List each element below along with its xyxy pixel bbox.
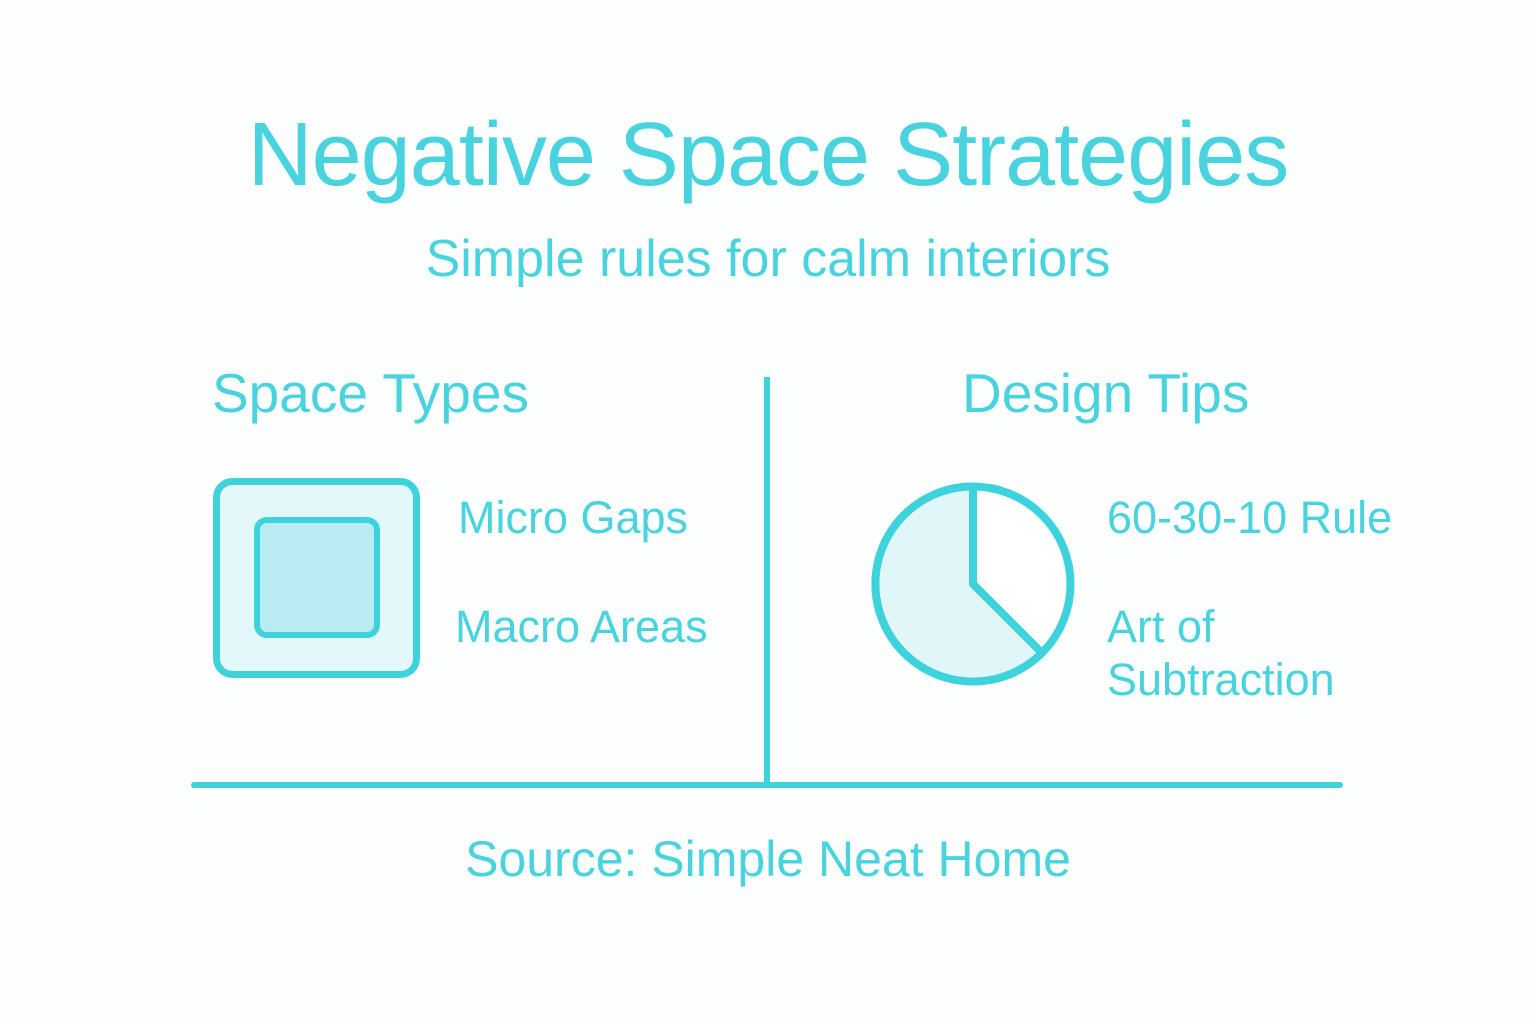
left-column-heading: Space Types [212,362,529,424]
footer-divider-line [191,782,1343,788]
list-item-art-of-subtraction: Art of Subtraction [1107,601,1335,706]
list-item-micro-gaps: Micro Gaps [458,492,689,543]
pie-chart-icon [871,482,1075,686]
list-item-60-30-10-rule: 60-30-10 Rule [1107,492,1393,543]
list-item-macro-areas: Macro Areas [455,601,708,652]
right-column-heading: Design Tips [962,362,1250,424]
page-title: Negative Space Strategies [247,105,1290,205]
source-credit: Source: Simple Neat Home [465,831,1071,887]
column-divider-line [764,377,770,788]
page-subtitle: Simple rules for calm interiors [425,230,1111,288]
nested-squares-icon [213,478,420,678]
